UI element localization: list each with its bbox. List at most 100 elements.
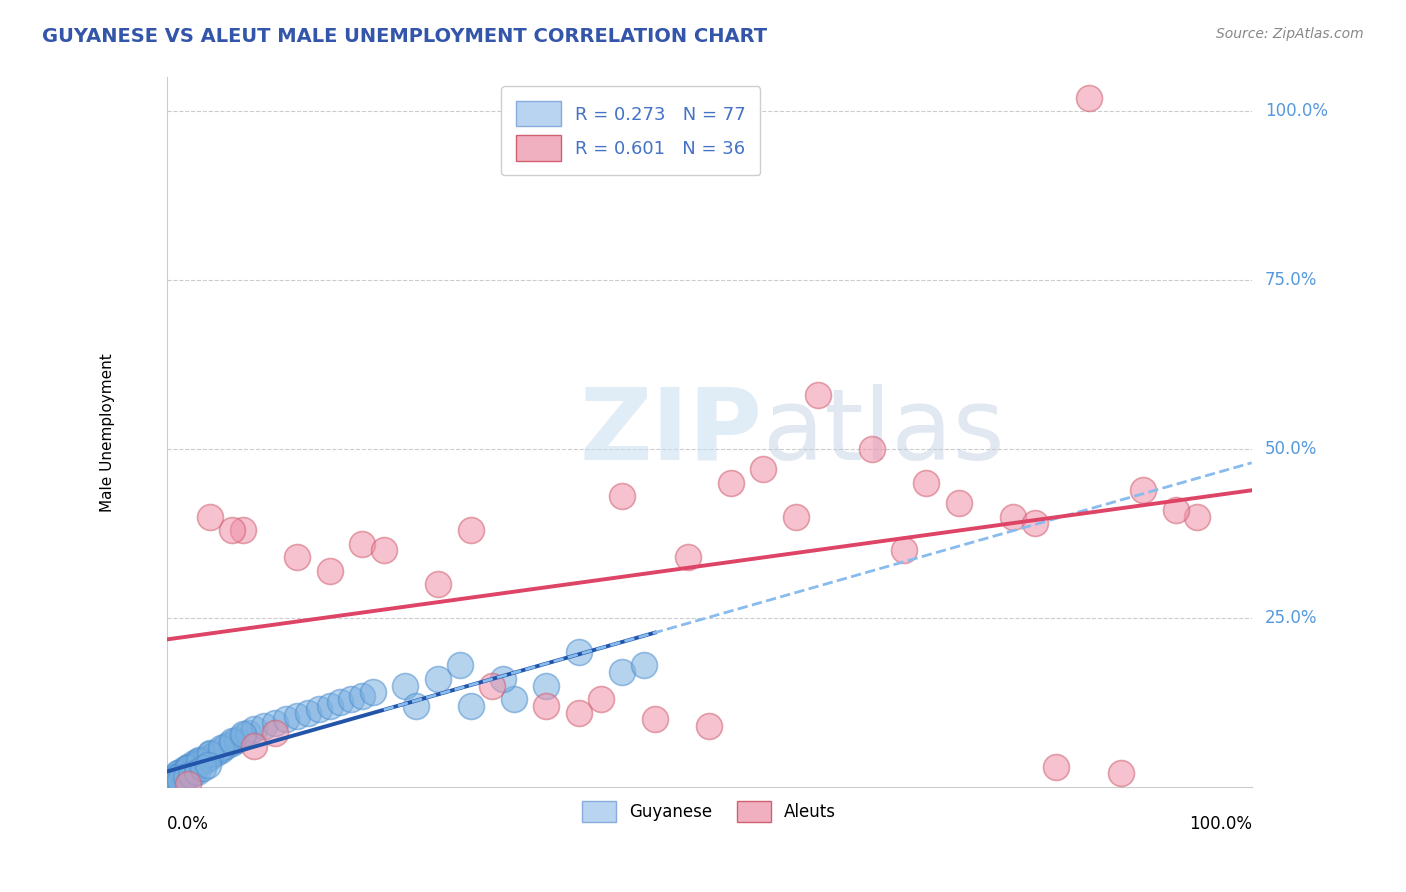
Point	[612, 489, 634, 503]
Point	[449, 658, 471, 673]
Point	[177, 766, 200, 780]
Point	[215, 739, 238, 754]
Text: 75.0%: 75.0%	[1264, 271, 1317, 289]
Point	[169, 773, 191, 788]
Point	[197, 758, 219, 772]
Point	[194, 753, 217, 767]
Text: ZIP: ZIP	[579, 384, 762, 481]
Point	[1187, 509, 1209, 524]
Point	[460, 523, 482, 537]
Point	[308, 702, 330, 716]
Point	[183, 759, 205, 773]
Point	[253, 719, 276, 733]
Point	[166, 770, 188, 784]
Point	[191, 761, 214, 775]
Point	[177, 759, 200, 773]
Point	[242, 739, 264, 754]
Point	[166, 774, 188, 789]
Point	[183, 765, 205, 780]
Point	[209, 740, 232, 755]
Point	[785, 509, 807, 524]
Point	[166, 770, 188, 784]
Point	[221, 523, 243, 537]
Point	[915, 475, 938, 490]
Point	[165, 774, 187, 789]
Point	[186, 765, 208, 780]
Point	[352, 536, 374, 550]
Point	[177, 776, 200, 790]
Point	[177, 759, 200, 773]
Point	[492, 672, 515, 686]
Text: 50.0%: 50.0%	[1264, 440, 1317, 458]
Point	[221, 734, 243, 748]
Point	[1001, 509, 1024, 524]
Point	[352, 689, 374, 703]
Point	[427, 577, 450, 591]
Point	[264, 726, 287, 740]
Point	[318, 698, 340, 713]
Point	[536, 698, 558, 713]
Text: Source: ZipAtlas.com: Source: ZipAtlas.com	[1216, 27, 1364, 41]
Point	[373, 543, 395, 558]
Point	[568, 645, 591, 659]
Point	[180, 768, 202, 782]
Point	[166, 770, 188, 784]
Text: atlas: atlas	[763, 384, 1005, 481]
Point	[460, 698, 482, 713]
Point	[1024, 516, 1046, 531]
Point	[166, 766, 188, 780]
Point	[166, 773, 188, 788]
Point	[536, 679, 558, 693]
Point	[232, 523, 254, 537]
Point	[198, 747, 221, 762]
Text: GUYANESE VS ALEUT MALE UNEMPLOYMENT CORRELATION CHART: GUYANESE VS ALEUT MALE UNEMPLOYMENT CORR…	[42, 27, 768, 45]
Point	[318, 564, 340, 578]
Point	[183, 763, 205, 777]
Point	[165, 770, 187, 784]
Point	[361, 685, 384, 699]
Point	[176, 770, 198, 784]
Point	[177, 768, 200, 782]
Text: 100.0%: 100.0%	[1264, 103, 1327, 120]
Point	[1045, 759, 1067, 773]
Point	[172, 766, 194, 780]
Point	[198, 746, 221, 760]
Point	[752, 462, 775, 476]
Point	[644, 712, 666, 726]
Point	[188, 756, 211, 771]
Point	[633, 658, 655, 673]
Point	[188, 753, 211, 767]
Point	[676, 550, 699, 565]
Point	[198, 749, 221, 764]
Point	[697, 719, 720, 733]
Point	[172, 763, 194, 777]
Point	[160, 776, 183, 790]
Point	[340, 692, 363, 706]
Point	[160, 774, 183, 789]
Point	[285, 709, 308, 723]
Point	[232, 727, 254, 741]
Point	[204, 746, 226, 760]
Point	[1077, 91, 1099, 105]
Text: 25.0%: 25.0%	[1264, 609, 1317, 627]
Point	[427, 672, 450, 686]
Point	[405, 698, 427, 713]
Point	[1111, 766, 1133, 780]
Point	[209, 743, 232, 757]
Point	[232, 729, 254, 743]
Legend: Guyanese, Aleuts: Guyanese, Aleuts	[576, 795, 842, 829]
Point	[297, 706, 319, 720]
Text: 0.0%: 0.0%	[167, 815, 208, 833]
Point	[893, 543, 915, 558]
Point	[166, 766, 188, 780]
Point	[1164, 503, 1187, 517]
Point	[221, 736, 243, 750]
Point	[860, 442, 883, 456]
Point	[503, 692, 526, 706]
Point	[242, 723, 264, 737]
Point	[329, 696, 352, 710]
Point	[194, 753, 217, 767]
Point	[589, 692, 612, 706]
Point	[612, 665, 634, 679]
Point	[394, 679, 416, 693]
